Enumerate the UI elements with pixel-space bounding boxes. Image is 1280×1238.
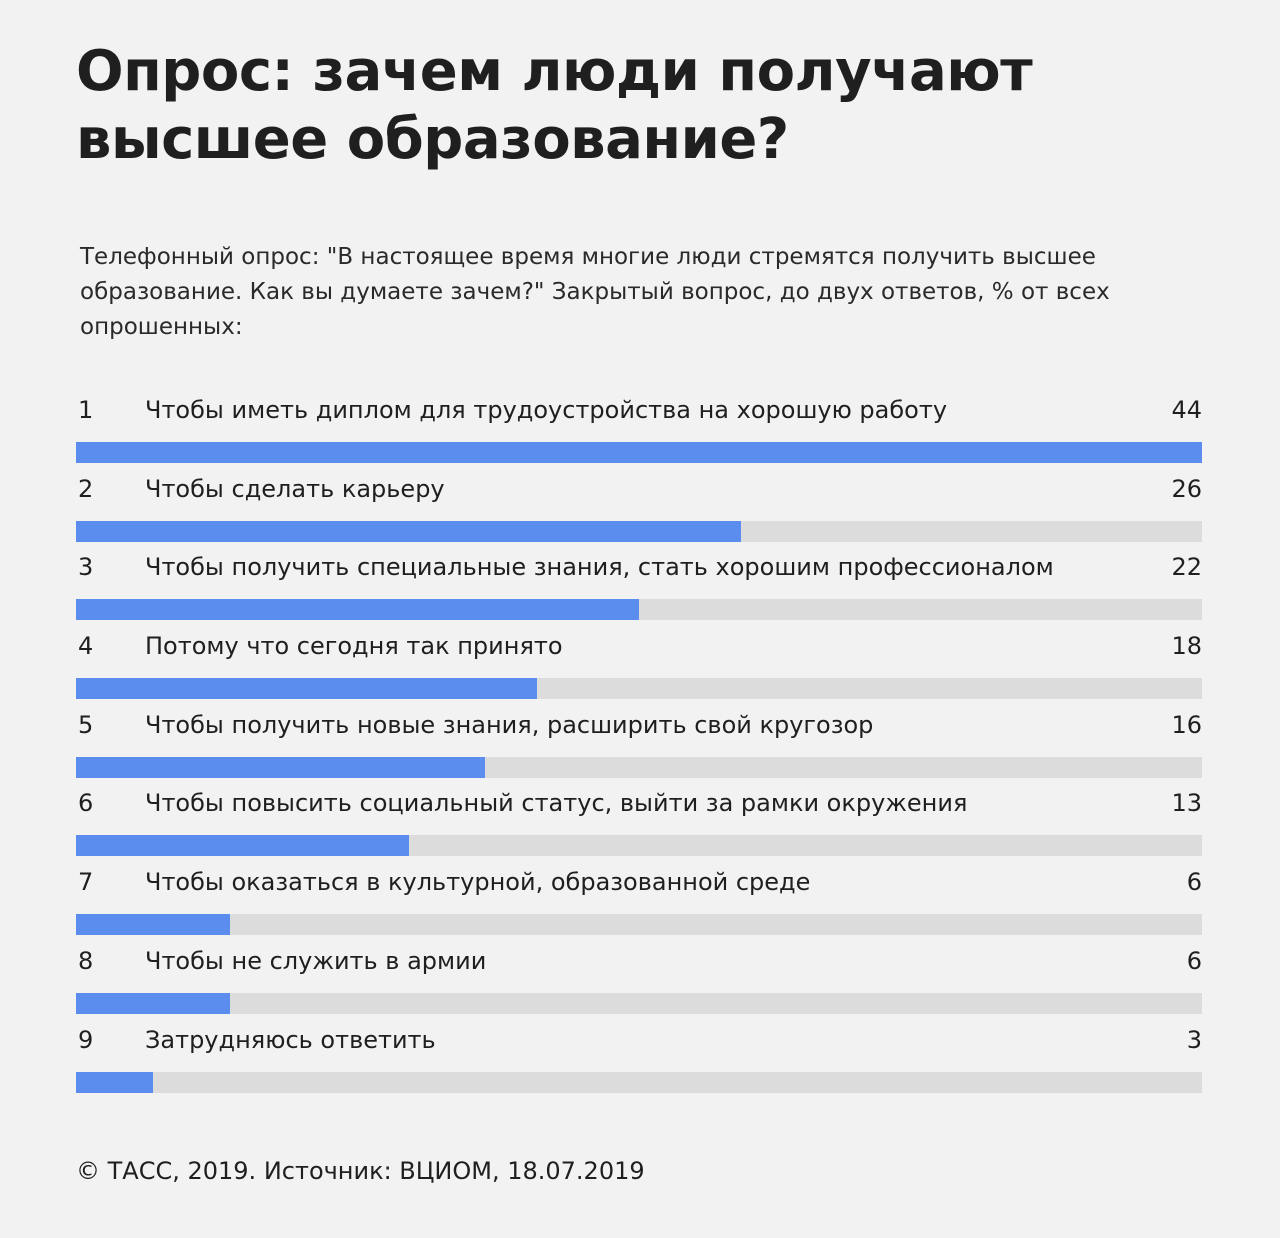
category-label: Затрудняюсь ответить <box>145 1025 436 1054</box>
bar-row: 1 Чтобы иметь диплом для трудоустройства … <box>76 392 1202 471</box>
value-label: 13 <box>1171 789 1202 818</box>
bar-track <box>76 520 1202 542</box>
value-label: 18 <box>1171 632 1202 661</box>
rank-label: 9 <box>78 1025 94 1054</box>
chart-subtitle: Телефонный опрос: "В настоящее время мно… <box>80 244 1110 340</box>
category-label: Чтобы получить специальные знания, стать… <box>145 553 1054 582</box>
rank-label: 7 <box>78 868 94 897</box>
rank-label: 6 <box>78 789 94 818</box>
bar-row: 2 Чтобы сделать карьеру 26 <box>76 471 1202 550</box>
bar <box>76 914 230 936</box>
bar-track <box>76 442 1202 463</box>
category-label: Потому что сегодня так принято <box>145 632 563 661</box>
bar <box>76 1071 153 1093</box>
bar-track <box>76 678 1202 700</box>
rank-label: 2 <box>78 474 94 503</box>
value-label: 26 <box>1171 474 1202 503</box>
rank-label: 8 <box>78 946 94 975</box>
bar <box>76 442 1202 463</box>
rank-label: 4 <box>78 632 94 661</box>
value-label: 3 <box>1186 1025 1202 1054</box>
bar-track <box>76 835 1202 857</box>
bar-track <box>76 1071 1202 1093</box>
value-label: 6 <box>1186 946 1202 975</box>
rank-label: 5 <box>78 710 94 739</box>
bar-list: 1 Чтобы иметь диплом для трудоустройства … <box>76 392 1202 1100</box>
bar-row: 3 Чтобы получить специальные знания, стат… <box>76 549 1202 628</box>
rank-label: 3 <box>78 553 94 582</box>
bar <box>76 756 486 778</box>
bar <box>76 520 742 542</box>
category-label: Чтобы повысить социальный статус, выйти … <box>145 789 968 818</box>
bar-row: 4 Потому что сегодня так принято 18 <box>76 628 1202 707</box>
category-label: Чтобы оказаться в культурной, образованн… <box>145 868 811 897</box>
value-label: 22 <box>1171 553 1202 582</box>
bar-track <box>76 756 1202 778</box>
bar <box>76 992 230 1014</box>
bar <box>76 835 409 857</box>
category-label: Чтобы получить новые знания, расширить с… <box>145 710 874 739</box>
bar-row: 8 Чтобы не служить в армии 6 <box>76 943 1202 1022</box>
bar-track <box>76 992 1202 1014</box>
category-label: Чтобы не служить в армии <box>145 946 487 975</box>
value-label: 6 <box>1186 868 1202 897</box>
bar-row: 6 Чтобы повысить социальный статус, выйти… <box>76 785 1202 864</box>
category-label: Чтобы иметь диплом для трудоустройства н… <box>145 396 948 424</box>
bar-row: 7 Чтобы оказаться в культурной, образован… <box>76 864 1202 943</box>
bar-row: 5 Чтобы получить новые знания, расширить … <box>76 707 1202 786</box>
source-note: © ТАСС, 2019. Источник: ВЦИОМ, 18.07.201… <box>76 1157 645 1185</box>
bar <box>76 678 537 700</box>
rank-label: 1 <box>78 396 94 424</box>
value-label: 16 <box>1171 710 1202 739</box>
chart-title: Опрос: зачем люди получают высшее образо… <box>76 39 1033 172</box>
bar-track <box>76 914 1202 936</box>
bar-row: 9 Затрудняюсь ответить 3 <box>76 1022 1202 1101</box>
value-label: 44 <box>1171 396 1202 424</box>
bar <box>76 599 639 621</box>
category-label: Чтобы сделать карьеру <box>145 474 445 503</box>
bar-track <box>76 599 1202 621</box>
